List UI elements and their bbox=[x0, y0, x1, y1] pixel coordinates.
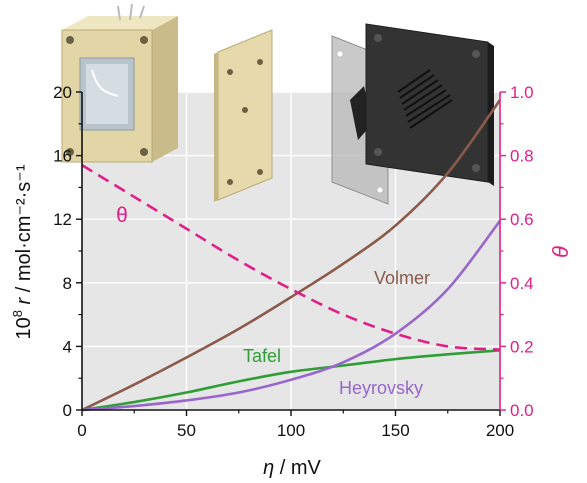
y-left-tick-label: 4 bbox=[63, 337, 72, 356]
y-left-tick-label: 16 bbox=[53, 147, 72, 166]
series-labels: Volmer Tafel Heyrovsky θ bbox=[116, 204, 430, 398]
series-line-tafel bbox=[81, 349, 501, 412]
series-label-volmer: Volmer bbox=[374, 268, 430, 288]
y-axis-right-title: θ bbox=[548, 246, 573, 258]
y-right-tick-label: 1.0 bbox=[510, 83, 534, 102]
y-right-tick-label: 0.2 bbox=[510, 337, 534, 356]
series-label-theta: θ bbox=[116, 204, 128, 227]
y-right-tick-label: 0.0 bbox=[510, 401, 534, 420]
electrochemical-cell-box-icon bbox=[61, 3, 273, 202]
y-left-tick-label: 12 bbox=[53, 210, 72, 229]
y-left-tick-label: 20 bbox=[53, 83, 72, 102]
series-label-tafel: Tafel bbox=[243, 346, 281, 366]
x-tick-label: 50 bbox=[177, 421, 196, 440]
series-line-heyrovsky bbox=[81, 220, 502, 412]
electrode-plate-stack-icon bbox=[331, 23, 494, 205]
x-axis-title: η / mV bbox=[263, 457, 321, 479]
y-right-tick-label: 0.6 bbox=[510, 210, 534, 229]
x-tick-label: 200 bbox=[486, 421, 514, 440]
y-right-tick-label: 0.8 bbox=[510, 147, 534, 166]
axes: 0 50 100 150 200 0 4 8 12 16 20 0.0 0.2 0.4 0.6 0.8 1.0 bbox=[53, 83, 534, 440]
y-right-tick-label: 0.4 bbox=[510, 274, 534, 293]
series-layer bbox=[81, 99, 502, 412]
x-tick-label: 150 bbox=[381, 421, 409, 440]
x-tick-label: 0 bbox=[77, 421, 86, 440]
series-line-theta bbox=[81, 164, 501, 351]
y-left-tick-label: 0 bbox=[63, 401, 72, 420]
x-tick-label: 100 bbox=[277, 421, 305, 440]
series-label-heyrovsky: Heyrovsky bbox=[339, 378, 423, 398]
y-left-tick-label: 8 bbox=[63, 274, 72, 293]
y-axis-left-title: 108 r / mol·cm⁻²·s⁻¹ bbox=[10, 164, 35, 339]
